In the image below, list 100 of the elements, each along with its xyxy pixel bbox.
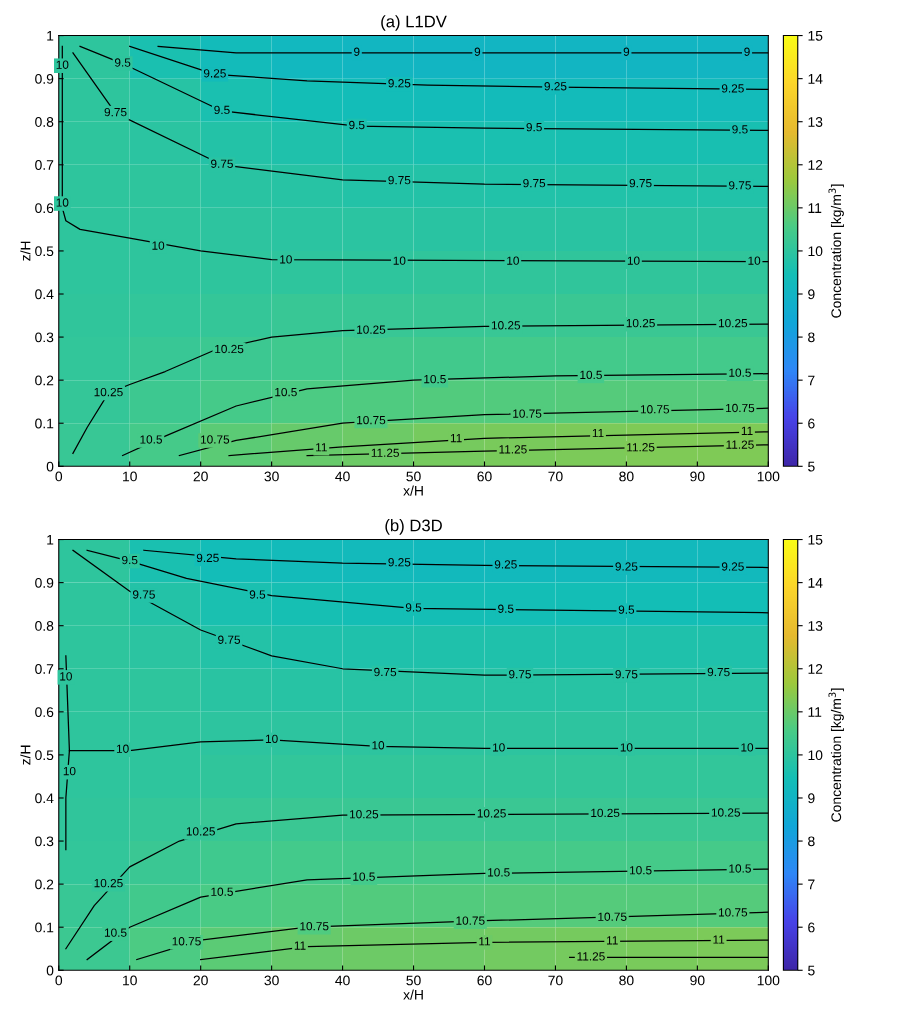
annotation: 11 bbox=[294, 941, 306, 950]
annotation: 9.5 bbox=[214, 105, 230, 115]
chart-title: (a) L1DV bbox=[381, 15, 447, 31]
y-tick-label: 0 bbox=[46, 965, 54, 976]
annotation: 10.25 bbox=[215, 344, 244, 354]
annotation: 9.75 bbox=[104, 107, 127, 117]
annotation: 11 bbox=[450, 434, 462, 443]
annotation: 10.25 bbox=[491, 321, 521, 330]
annotation: 10 bbox=[620, 743, 633, 752]
annotation: 9.5 bbox=[114, 58, 131, 67]
y-tick-label: 0.9 bbox=[35, 577, 54, 588]
annotation: 10.75 bbox=[640, 405, 670, 414]
annotation: 9.5 bbox=[405, 603, 422, 612]
annotation: 10.5 bbox=[104, 928, 127, 937]
y-tick-label: 0.2 bbox=[35, 375, 54, 386]
color-bar-label: 6 bbox=[808, 922, 815, 933]
annotation: 11 bbox=[479, 937, 491, 946]
color-bar-label: 12 bbox=[808, 160, 823, 170]
annotation: 10.5 bbox=[729, 864, 751, 873]
y-tick-label: 0.8 bbox=[35, 621, 54, 631]
annotation: 10 bbox=[393, 256, 406, 265]
annotation: 9.5 bbox=[732, 125, 748, 134]
x-tick-label: 60 bbox=[477, 975, 492, 986]
x-tick-label: 80 bbox=[619, 975, 634, 986]
annotation: 9.25 bbox=[615, 562, 638, 571]
color-bar-label: 14 bbox=[808, 74, 823, 84]
annotation: 10 bbox=[493, 743, 505, 752]
annotation: 10.5 bbox=[424, 374, 446, 384]
color-bar-label: 12 bbox=[808, 664, 823, 674]
annotation: 9.75 bbox=[707, 667, 730, 677]
annotation: 10.5 bbox=[140, 435, 162, 444]
annotation: 11 bbox=[592, 428, 604, 438]
annotation: 10.75 bbox=[200, 435, 230, 444]
annotation: 9.25 bbox=[721, 562, 744, 571]
y-tick-label: 1 bbox=[47, 31, 54, 41]
annotation: 10 bbox=[56, 60, 69, 69]
annotation: 10.5 bbox=[211, 887, 233, 896]
annotation: 9.25 bbox=[544, 82, 567, 91]
annotation: 9.75 bbox=[728, 181, 751, 190]
annotation: 10 bbox=[63, 766, 76, 776]
annotation: 11.25 bbox=[627, 443, 655, 452]
annotation: 9.25 bbox=[388, 79, 411, 88]
y-tick-label: 0.7 bbox=[35, 664, 54, 674]
annotation: 10 bbox=[627, 256, 640, 265]
annotation: 10.75 bbox=[598, 912, 627, 921]
color-bar-title: Concentration [kg/m$^{3}$] bbox=[828, 688, 844, 822]
color-bar-label: 11 bbox=[808, 203, 822, 213]
x-tick-label: 20 bbox=[193, 975, 208, 986]
x-tick-label: 50 bbox=[406, 471, 421, 482]
y-tick-label: 0.2 bbox=[35, 879, 54, 890]
annotation: 10 bbox=[56, 198, 69, 207]
color-bar-label: 9 bbox=[808, 289, 815, 300]
color-bar-label: 11 bbox=[808, 707, 822, 717]
x-tick-label: 90 bbox=[690, 975, 705, 986]
x-tick-label: 70 bbox=[548, 975, 563, 986]
annotation: 11 bbox=[713, 935, 725, 944]
annotation: 10 bbox=[280, 255, 292, 264]
annotation: 10 bbox=[741, 743, 754, 752]
x-tick-label: 0 bbox=[55, 471, 63, 482]
annotation: 10.5 bbox=[630, 866, 652, 875]
color-bar-label: 5 bbox=[808, 461, 815, 472]
x-tick-label: 10 bbox=[123, 975, 137, 986]
x-axis-title: x/H bbox=[403, 485, 423, 496]
annotation: 10.25 bbox=[591, 808, 620, 818]
annotation: 10.25 bbox=[350, 810, 379, 819]
annotation: 10.25 bbox=[711, 808, 741, 817]
color-bar-label: 14 bbox=[808, 578, 823, 588]
annotation: 10 bbox=[507, 256, 519, 265]
x-tick-label: 80 bbox=[619, 471, 634, 482]
annotation: 9.25 bbox=[196, 553, 219, 563]
annotation: 9.5 bbox=[122, 555, 138, 565]
x-tick-label: 30 bbox=[264, 975, 279, 986]
annotation: 9.25 bbox=[721, 84, 744, 93]
color-bar-label: 10 bbox=[808, 750, 823, 761]
y-tick-label: 0.4 bbox=[35, 289, 54, 300]
x-tick-label: 70 bbox=[548, 471, 563, 482]
annotation: 9.25 bbox=[388, 558, 411, 567]
annotation: 11 bbox=[606, 936, 618, 945]
annotation: 10 bbox=[60, 672, 72, 681]
annotation: 10.75 bbox=[456, 916, 485, 925]
annotation: 11 bbox=[741, 426, 753, 435]
x-tick-label: 40 bbox=[335, 975, 350, 986]
y-tick-label: 0.8 bbox=[35, 117, 54, 127]
annotation: 10.25 bbox=[186, 827, 215, 836]
x-tick-label: 0 bbox=[55, 975, 63, 986]
color-bar-label: 15 bbox=[808, 31, 823, 41]
color-bar-label: 10 bbox=[808, 246, 823, 257]
annotation: 11.25 bbox=[726, 440, 754, 449]
x-tick-label: 30 bbox=[264, 471, 279, 482]
y-tick-label: 0.5 bbox=[35, 750, 54, 761]
x-tick-label: 10 bbox=[123, 471, 137, 482]
annotation: 10.25 bbox=[94, 387, 123, 397]
annotation: 9.75 bbox=[211, 159, 233, 168]
x-tick-label: 40 bbox=[335, 471, 350, 482]
y-tick-label: 0.6 bbox=[35, 203, 54, 214]
color-bar-title: Concentration [kg/m$^{3}$] bbox=[828, 184, 844, 318]
annotation: 9.5 bbox=[349, 120, 365, 130]
chart-title: (b) D3D bbox=[385, 519, 442, 535]
x-axis-title: x/H bbox=[403, 989, 423, 1000]
annotation: 9.25 bbox=[494, 560, 517, 569]
